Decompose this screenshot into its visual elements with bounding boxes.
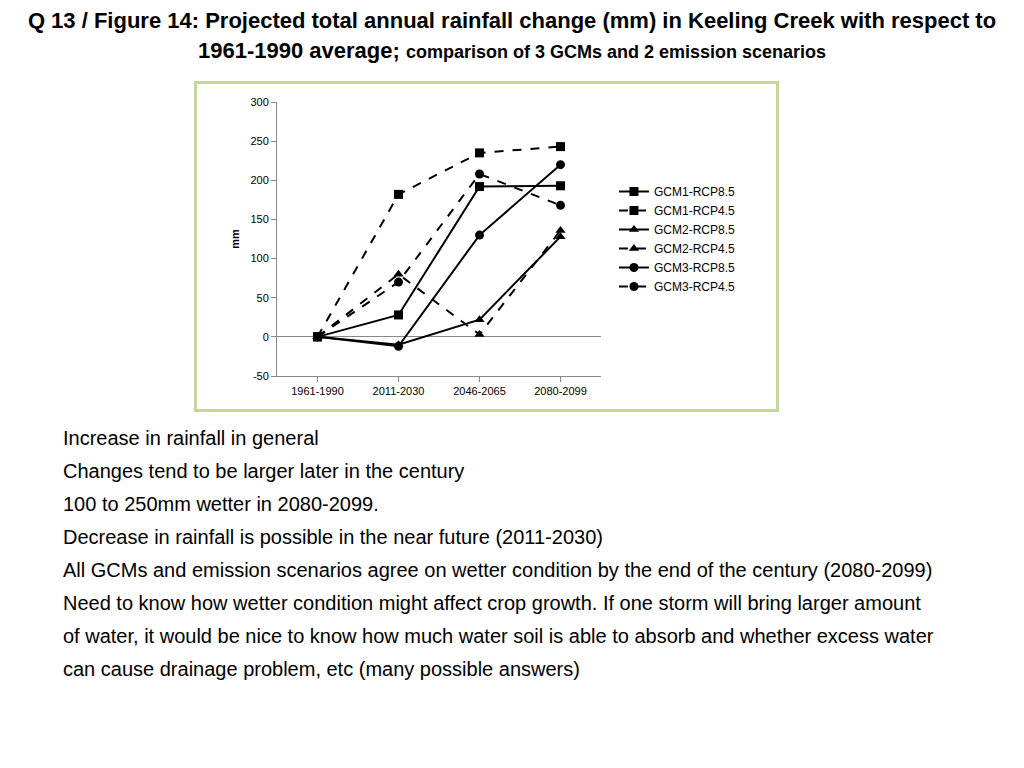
svg-text:GCM1-RCP4.5: GCM1-RCP4.5 [654,204,735,218]
svg-text:GCM1-RCP8.5: GCM1-RCP8.5 [654,185,735,199]
html-text:All GCMs and emission scenario: All GCMs and emission scenarios agree on… [63,559,933,581]
svg-text:300: 300 [250,96,268,108]
html-text:100 to 250mm wetter in 2080-20: 100 to 250mm wetter in 2080-2099. [63,493,379,515]
svg-text:250: 250 [250,135,268,147]
svg-text:100: 100 [250,252,268,264]
svg-text:50: 50 [257,292,269,304]
svg-text:2011-2030: 2011-2030 [373,385,425,397]
svg-text:2080-2099: 2080-2099 [534,385,587,397]
html-text:Decrease in rainfall is possib: Decrease in rainfall is possible in the … [63,526,603,548]
svg-text:GCM3-RCP8.5: GCM3-RCP8.5 [654,261,735,275]
svg-text:1961-1990: 1961-1990 [291,385,344,397]
svg-text:150: 150 [250,213,268,225]
html-text:Increase in rainfall in genera: Increase in rainfall in general [63,427,319,449]
html-text:Q 13 / Figure 14: Projected to: Q 13 / Figure 14: Projected total annual… [27,8,997,63]
svg-text:GCM2-RCP4.5: GCM2-RCP4.5 [654,242,735,256]
svg-text:GCM2-RCP8.5: GCM2-RCP8.5 [654,223,735,237]
svg-text:0: 0 [263,331,269,343]
svg-text:-50: -50 [253,370,269,382]
svg-text:GCM3-RCP4.5: GCM3-RCP4.5 [654,280,735,294]
svg-text:2046-2065: 2046-2065 [453,385,506,397]
svg-text:mm: mm [229,229,241,249]
svg-text:200: 200 [250,174,268,186]
html-text:Need to know how wetter condit: Need to know how wetter condition might … [63,592,934,680]
html-text:Changes tend to be larger late: Changes tend to be larger later in the c… [63,460,465,482]
